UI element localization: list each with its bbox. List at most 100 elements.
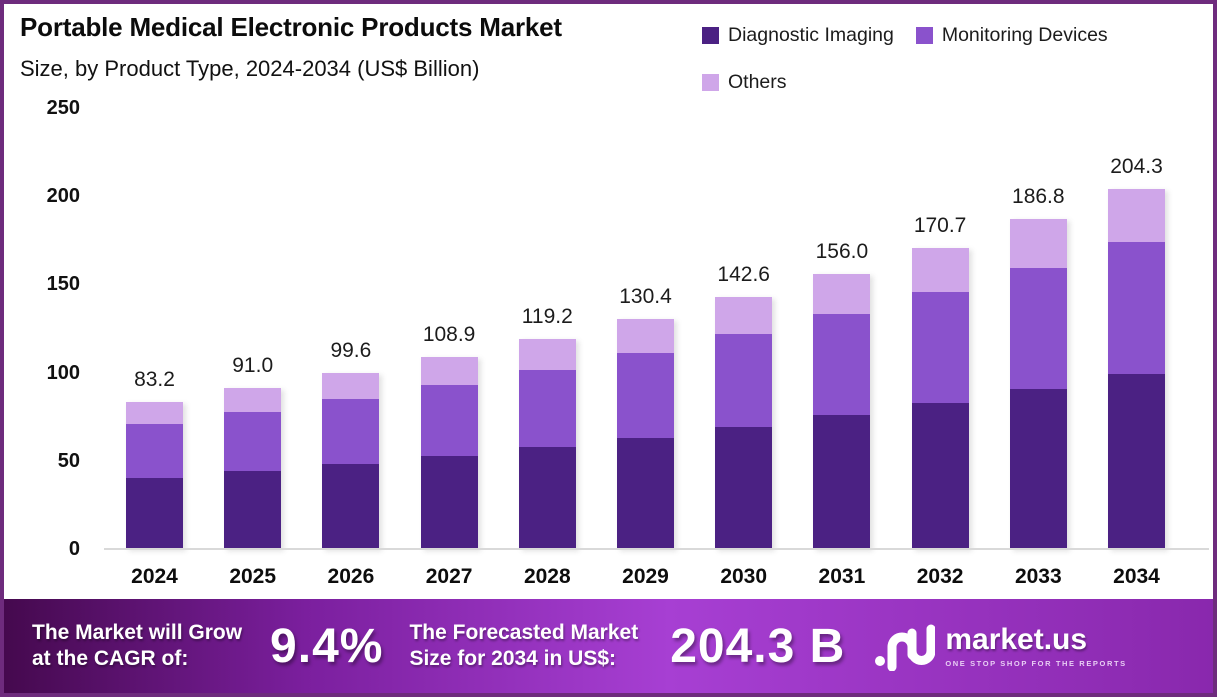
legend-swatch-monitoring-devices-icon bbox=[915, 27, 933, 44]
bar-2026 bbox=[322, 373, 380, 549]
bar-2033 bbox=[1009, 219, 1067, 549]
footer-banner: The Market will Grow at the CAGR of: 9.4… bbox=[4, 599, 1213, 693]
y-axis-tick-100: 100 bbox=[46, 361, 80, 384]
bar-segment-diagnostic-imaging-2028 bbox=[518, 447, 576, 549]
bar-segment-diagnostic-imaging-2034 bbox=[1108, 374, 1165, 549]
x-axis-label-2034: 2034 bbox=[1113, 565, 1160, 588]
x-axis-label-2025: 2025 bbox=[229, 565, 277, 588]
legend-item-others: Others bbox=[702, 71, 787, 94]
bar-2034 bbox=[1108, 188, 1165, 549]
bar-segment-diagnostic-imaging-2029 bbox=[617, 437, 674, 549]
bar-total-label-2024: 83.2 bbox=[134, 368, 175, 392]
x-axis-label-2030: 2030 bbox=[720, 565, 768, 588]
bar-total-label-2032: 170.7 bbox=[913, 213, 967, 237]
logo-tagline: ONE STOP SHOP FOR THE REPORTS bbox=[945, 658, 1127, 668]
bar-segment-others-2027 bbox=[420, 356, 478, 386]
cagr-value: 9.4% bbox=[270, 619, 384, 673]
x-axis-line bbox=[104, 548, 1209, 550]
bar-segment-others-2029 bbox=[617, 318, 674, 353]
bar-2030 bbox=[715, 297, 773, 549]
legend-row-2: Others bbox=[702, 71, 1207, 94]
forecast-label-line1: The Forecasted Market bbox=[409, 621, 639, 644]
bar-segment-diagnostic-imaging-2027 bbox=[420, 455, 478, 549]
bar-segment-diagnostic-imaging-2032 bbox=[911, 402, 969, 549]
legend-label: Diagnostic Imaging bbox=[728, 24, 894, 46]
marketus-logo-text: market.us ONE STOP SHOP FOR THE REPORTS bbox=[945, 622, 1127, 668]
bar-2028 bbox=[518, 338, 576, 549]
bar-2024 bbox=[126, 402, 183, 549]
forecast-label-line2: Size for 2034 in US$: bbox=[409, 647, 617, 670]
bar-2029 bbox=[617, 318, 674, 549]
page-subtitle: Size, by Product Type, 2024-2034 (US$ Bi… bbox=[20, 56, 480, 81]
bar-segment-diagnostic-imaging-2030 bbox=[715, 426, 773, 549]
x-axis-label-2029: 2029 bbox=[622, 565, 669, 588]
forecast-value: 204.3 B bbox=[670, 619, 846, 673]
y-axis-tick-250: 250 bbox=[46, 97, 80, 119]
bar-total-label-2034: 204.3 bbox=[1110, 154, 1163, 178]
legend-label: Monitoring Devices bbox=[941, 24, 1108, 46]
bar-segment-others-2030 bbox=[715, 297, 773, 335]
legend-label: Others bbox=[728, 71, 787, 93]
bar-segment-monitoring-devices-2032 bbox=[911, 292, 969, 403]
cagr-label-line1: The Market will Grow bbox=[32, 621, 243, 644]
bar-2031 bbox=[813, 273, 871, 549]
x-axis-label-2024: 2024 bbox=[131, 565, 178, 588]
bar-segment-monitoring-devices-2025 bbox=[224, 412, 282, 472]
bar-total-label-2026: 99.6 bbox=[330, 339, 372, 363]
bar-total-label-2033: 186.8 bbox=[1012, 185, 1065, 209]
cagr-label: The Market will Grow at the CAGR of: bbox=[32, 620, 242, 672]
bar-segment-monitoring-devices-2034 bbox=[1108, 241, 1165, 375]
bar-segment-monitoring-devices-2030 bbox=[715, 334, 773, 427]
bar-segment-others-2026 bbox=[322, 373, 380, 400]
bar-segment-diagnostic-imaging-2026 bbox=[322, 463, 380, 549]
legend-item-monitoring-devices: Monitoring Devices bbox=[915, 24, 1108, 47]
legend-item-diagnostic-imaging: Diagnostic Imaging bbox=[702, 24, 894, 47]
bar-segment-others-2032 bbox=[911, 247, 969, 293]
legend-swatch-diagnostic-imaging-icon bbox=[702, 27, 719, 44]
bar-segment-monitoring-devices-2028 bbox=[518, 369, 576, 448]
chart-legend: Diagnostic Imaging Monitoring Devices Ot… bbox=[702, 24, 1207, 118]
bar-segment-diagnostic-imaging-2031 bbox=[813, 415, 871, 549]
y-axis-tick-200: 200 bbox=[46, 185, 80, 208]
bar-total-label-2027: 108.9 bbox=[422, 322, 476, 346]
bar-segment-others-2031 bbox=[813, 273, 871, 315]
bar-segment-others-2034 bbox=[1108, 188, 1165, 242]
bar-segment-diagnostic-imaging-2033 bbox=[1009, 389, 1067, 549]
bar-segment-monitoring-devices-2033 bbox=[1009, 267, 1067, 390]
bar-segment-monitoring-devices-2031 bbox=[813, 314, 871, 416]
bar-2032 bbox=[911, 247, 969, 549]
bar-segment-others-2028 bbox=[518, 338, 576, 370]
bar-segment-others-2025 bbox=[224, 388, 282, 413]
bar-segment-monitoring-devices-2026 bbox=[322, 399, 380, 464]
x-axis-label-2031: 2031 bbox=[818, 565, 866, 588]
bar-segment-monitoring-devices-2029 bbox=[617, 352, 674, 438]
x-axis-label-2033: 2033 bbox=[1014, 565, 1062, 588]
bar-total-label-2029: 130.4 bbox=[619, 284, 672, 308]
bar-segment-monitoring-devices-2024 bbox=[126, 423, 183, 478]
bar-segment-diagnostic-imaging-2025 bbox=[224, 471, 282, 549]
marketus-logo: market.us ONE STOP SHOP FOR THE REPORTS bbox=[873, 621, 1126, 671]
bar-2027 bbox=[420, 356, 478, 549]
bar-total-label-2030: 142.6 bbox=[717, 263, 770, 287]
x-axis-label-2026: 2026 bbox=[327, 565, 375, 588]
bar-segment-others-2024 bbox=[126, 402, 183, 424]
x-axis-label-2027: 2027 bbox=[425, 565, 473, 588]
legend-swatch-others-icon bbox=[702, 74, 719, 91]
logo-name: market.us bbox=[945, 622, 1088, 656]
bar-total-label-2025: 91.0 bbox=[232, 354, 274, 378]
cagr-label-line2: at the CAGR of: bbox=[32, 647, 189, 670]
bar-segment-monitoring-devices-2027 bbox=[420, 385, 478, 456]
y-axis-tick-150: 150 bbox=[46, 273, 80, 296]
forecast-label: The Forecasted Market Size for 2034 in U… bbox=[409, 620, 638, 672]
bar-2025 bbox=[224, 388, 282, 549]
bar-segment-others-2033 bbox=[1009, 219, 1067, 268]
legend-row-1: Diagnostic Imaging Monitoring Devices bbox=[702, 24, 1207, 47]
y-axis-tick-0: 0 bbox=[68, 538, 80, 560]
y-axis-tick-50: 50 bbox=[57, 449, 80, 472]
bar-total-label-2028: 119.2 bbox=[521, 304, 573, 328]
bar-total-label-2031: 156.0 bbox=[815, 239, 869, 263]
page-title: Portable Medical Electronic Products Mar… bbox=[20, 12, 562, 42]
x-axis-label-2032: 2032 bbox=[916, 565, 964, 588]
bar-segment-diagnostic-imaging-2024 bbox=[126, 477, 183, 549]
